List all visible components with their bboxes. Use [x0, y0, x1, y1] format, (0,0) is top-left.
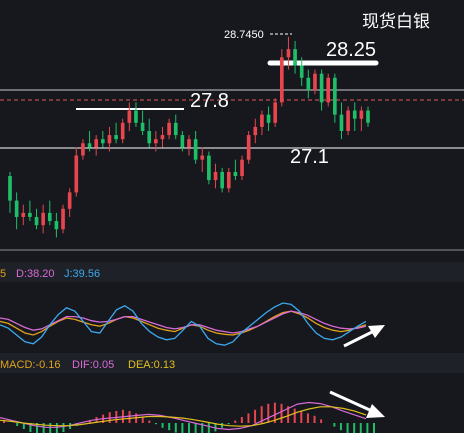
- candle-body-53: [359, 110, 364, 119]
- candle-body-32: [220, 171, 224, 189]
- max-price-label: 28.7450: [224, 29, 264, 41]
- candle-body-44: [299, 65, 304, 78]
- candle-body-0: [8, 176, 12, 201]
- dif-legend: DIF:0.05: [72, 359, 114, 371]
- kdj-d-legend: D:38.20: [16, 268, 55, 280]
- candle-body-30: [207, 155, 211, 181]
- candle-body-17: [120, 122, 125, 140]
- candle-body-43: [293, 49, 297, 66]
- candle-body-49: [333, 77, 337, 115]
- candle-body-4: [34, 216, 39, 226]
- level-27-1-label: 27.1: [290, 146, 329, 168]
- candle-body-50: [339, 114, 344, 131]
- candle-body-33: [226, 171, 231, 189]
- candle-body-14: [100, 139, 105, 144]
- candle-body-9: [67, 192, 72, 209]
- macd-series-1: [0, 406, 367, 427]
- candle-body-20: [140, 122, 145, 131]
- candle-body-5: [41, 212, 45, 226]
- kdj-up-arrow: [343, 325, 385, 348]
- candle-body-6: [47, 212, 52, 222]
- candle-body-21: [147, 131, 152, 144]
- candle-body-15: [107, 135, 112, 144]
- candle-body-45: [306, 77, 311, 91]
- candle-body-12: [87, 143, 92, 148]
- candle-body-18: [127, 110, 132, 123]
- candle-body-26: [180, 135, 185, 148]
- candle-body-3: [28, 212, 32, 217]
- candle-body-54: [366, 110, 370, 123]
- candle-body-19: [134, 110, 138, 123]
- candle-body-38: [260, 114, 264, 127]
- candle-body-23: [160, 135, 165, 140]
- level-27-8-label: 27.8: [190, 90, 229, 112]
- candle-body-31: [213, 171, 218, 181]
- candle-body-7: [54, 221, 59, 230]
- candle-body-37: [253, 126, 258, 136]
- macd-series-0: [0, 401, 367, 431]
- candle-body-10: [74, 155, 79, 193]
- dea-legend: DEA:0.13: [128, 359, 175, 371]
- candle-body-28: [193, 139, 198, 160]
- candle-body-1: [14, 200, 19, 217]
- candle-body-47: [319, 73, 324, 103]
- candle-body-25: [173, 122, 178, 136]
- candle-body-11: [81, 143, 85, 156]
- candles-layer: [8, 36, 370, 238]
- kdj-j-legend: J:39.56: [64, 268, 100, 280]
- candle-body-40: [273, 102, 278, 123]
- candle-body-34: [233, 171, 238, 177]
- macd-legend: MACD:-0.16: [0, 359, 61, 371]
- kdj-k-legend: 5: [0, 268, 6, 280]
- candle-body-48: [326, 77, 331, 103]
- candle-body-27: [187, 139, 191, 148]
- candle-body-16: [114, 135, 118, 140]
- macd-legend-bar: [0, 353, 464, 373]
- candle-body-52: [352, 110, 357, 119]
- main-panel-bg: [0, 0, 464, 262]
- kdj-series-0: [0, 310, 367, 336]
- instrument-title: 现货白银: [362, 12, 430, 31]
- candle-body-13: [94, 139, 99, 148]
- candle-body-46: [313, 73, 317, 91]
- candle-body-42: [286, 49, 291, 58]
- macd-down-arrow: [329, 390, 385, 418]
- candle-body-8: [61, 208, 65, 230]
- candle-body-29: [200, 155, 205, 160]
- candle-body-36: [246, 135, 251, 160]
- candle-body-22: [154, 139, 158, 144]
- candle-body-41: [279, 57, 284, 103]
- kdj-series-2: [0, 302, 367, 346]
- macd-lines-layer: [0, 401, 367, 431]
- kdj-series-1: [0, 310, 367, 334]
- candle-body-39: [266, 114, 271, 123]
- candle-body-35: [240, 159, 244, 177]
- candle-body-24: [167, 122, 171, 136]
- candle-body-51: [346, 110, 350, 131]
- candle-body-2: [21, 212, 26, 217]
- level-28-25-label: 28.25: [326, 39, 376, 61]
- kdj-legend-bar: [0, 262, 464, 282]
- kdj-lines-layer: [0, 302, 367, 346]
